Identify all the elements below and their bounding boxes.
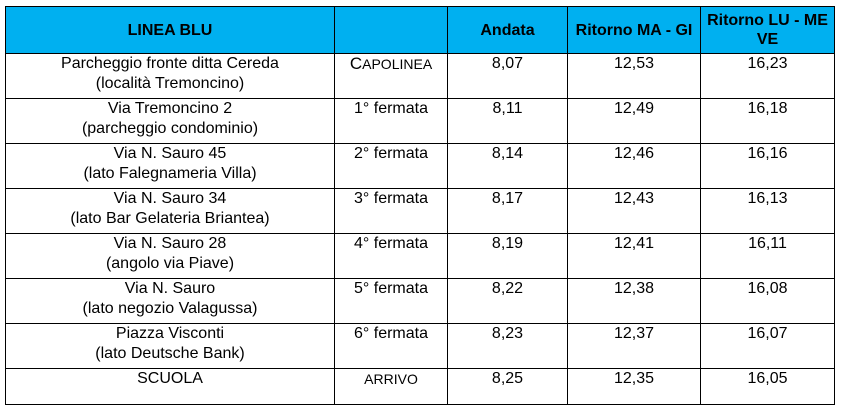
- stop-detail: (parcheggio condominio): [81, 120, 259, 137]
- andata-time: 8,11: [447, 98, 568, 144]
- stop-name: Parcheggio fronte ditta Cereda: [61, 55, 279, 72]
- table-row: Via N. Sauro 34 (lato Bar Gelateria Bria…: [5, 188, 835, 234]
- stop-cell: Parcheggio fronte ditta Cereda (località…: [5, 53, 335, 99]
- fermata-cell: 5° fermata: [334, 278, 448, 324]
- fermata-cell: 4° fermata: [334, 233, 448, 279]
- stop-detail: (località Tremoncino): [95, 75, 245, 92]
- stop-detail: (lato negozio Valagussa): [82, 300, 258, 317]
- stop-name: Via N. Sauro 45: [113, 145, 227, 162]
- table-row: Parcheggio fronte ditta Cereda (località…: [5, 53, 835, 99]
- ritorno-ma-gi-time: 12,35: [567, 368, 701, 405]
- stop-name: Via Tremoncino 2: [107, 100, 233, 117]
- stop-cell: Via Tremoncino 2 (parcheggio condominio): [5, 98, 335, 144]
- stop-detail: (lato Falegnameria Villa): [83, 165, 257, 182]
- ritorno-ma-gi-time: 12,43: [567, 188, 701, 234]
- table-row: Via Tremoncino 2 (parcheggio condominio)…: [5, 98, 835, 144]
- stop-detail: (lato Bar Gelateria Briantea): [70, 210, 270, 227]
- ritorno-lu-me-ve-time: 16,07: [700, 323, 835, 369]
- header-line-name: LINEA BLU: [5, 6, 335, 54]
- table-row: Via N. Sauro 28 (angolo via Piave) 4° fe…: [5, 233, 835, 279]
- andata-time: 8,25: [447, 368, 568, 405]
- ritorno-ma-gi-time: 12,49: [567, 98, 701, 144]
- ritorno-lu-me-ve-time: 16,11: [700, 233, 835, 279]
- ritorno-lu-me-ve-time: 16,23: [700, 53, 835, 99]
- table-row: SCUOLA ARRIVO 8,25 12,35 16,05: [5, 368, 835, 405]
- fermata-cell: 2° fermata: [334, 143, 448, 189]
- stop-cell: Via N. Sauro 45 (lato Falegnameria Villa…: [5, 143, 335, 189]
- ritorno-lu-me-ve-time: 16,05: [700, 368, 835, 405]
- table-row: Piazza Visconti (lato Deutsche Bank) 6° …: [5, 323, 835, 369]
- fermata-cell: ARRIVO: [334, 368, 448, 405]
- andata-time: 8,07: [447, 53, 568, 99]
- stop-name: Via N. Sauro: [124, 280, 216, 297]
- ritorno-ma-gi-time: 12,38: [567, 278, 701, 324]
- fermata-cell: CAPOLINEA: [334, 53, 448, 99]
- ritorno-ma-gi-time: 12,37: [567, 323, 701, 369]
- ritorno-ma-gi-time: 12,53: [567, 53, 701, 99]
- ritorno-lu-me-ve-time: 16,16: [700, 143, 835, 189]
- stop-cell: SCUOLA: [5, 368, 335, 405]
- header-blank: [334, 6, 448, 54]
- andata-time: 8,14: [447, 143, 568, 189]
- header-row: LINEA BLU Andata Ritorno MA - GI Ritorno…: [5, 6, 835, 54]
- andata-time: 8,17: [447, 188, 568, 234]
- fermata-cell: 6° fermata: [334, 323, 448, 369]
- fermata-initial: C: [349, 54, 363, 73]
- andata-time: 8,23: [447, 323, 568, 369]
- stop-detail: (lato Deutsche Bank): [95, 345, 245, 362]
- andata-time: 8,19: [447, 233, 568, 279]
- header-ritorno-lu-me-ve: Ritorno LU - ME VE: [700, 6, 835, 54]
- table-row: Via N. Sauro 45 (lato Falegnameria Villa…: [5, 143, 835, 189]
- bus-schedule-table: LINEA BLU Andata Ritorno MA - GI Ritorno…: [5, 6, 835, 405]
- ritorno-ma-gi-time: 12,46: [567, 143, 701, 189]
- ritorno-lu-me-ve-time: 16,13: [700, 188, 835, 234]
- stop-cell: Via N. Sauro (lato negozio Valagussa): [5, 278, 335, 324]
- andata-time: 8,22: [447, 278, 568, 324]
- fermata-cell: 3° fermata: [334, 188, 448, 234]
- ritorno-ma-gi-time: 12,41: [567, 233, 701, 279]
- stop-detail: (angolo via Piave): [105, 255, 235, 272]
- stop-cell: Via N. Sauro 28 (angolo via Piave): [5, 233, 335, 279]
- ritorno-lu-me-ve-time: 16,08: [700, 278, 835, 324]
- table-row: Via N. Sauro (lato negozio Valagussa) 5°…: [5, 278, 835, 324]
- header-ritorno-ma-gi: Ritorno MA - GI: [567, 6, 701, 54]
- header-andata: Andata: [447, 6, 568, 54]
- stop-name: Via N. Sauro 28: [113, 235, 227, 252]
- stop-cell: Via N. Sauro 34 (lato Bar Gelateria Bria…: [5, 188, 335, 234]
- stop-name: Piazza Visconti: [115, 325, 225, 342]
- fermata-rest: APOLINEA: [362, 56, 433, 72]
- stop-cell: Piazza Visconti (lato Deutsche Bank): [5, 323, 335, 369]
- stop-name: Via N. Sauro 34: [113, 190, 227, 207]
- ritorno-lu-me-ve-time: 16,18: [700, 98, 835, 144]
- fermata-cell: 1° fermata: [334, 98, 448, 144]
- stop-name: SCUOLA: [137, 370, 203, 387]
